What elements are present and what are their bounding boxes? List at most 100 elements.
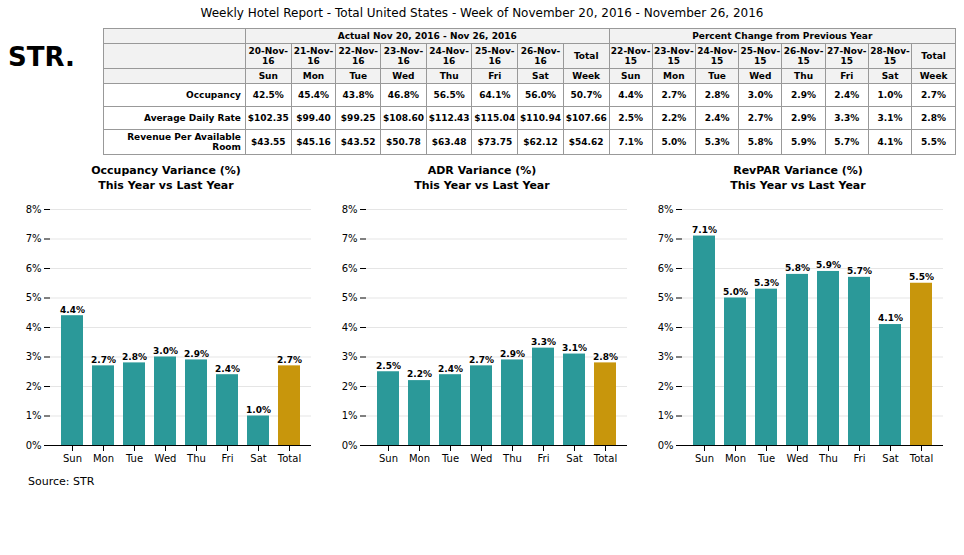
svg-text:3%: 3% bbox=[657, 351, 673, 362]
svg-text:7.1%: 7.1% bbox=[692, 225, 717, 235]
svg-text:2%: 2% bbox=[341, 381, 357, 392]
svg-text:8%: 8% bbox=[657, 204, 673, 215]
svg-text:Sun: Sun bbox=[62, 453, 81, 464]
html-text:24-Nov-15: 24-Nov-15 bbox=[697, 46, 737, 66]
svg-text:Fri: Fri bbox=[537, 453, 549, 464]
html-text:27-Nov-15: 27-Nov-15 bbox=[827, 46, 867, 66]
svg-text:1%: 1% bbox=[341, 410, 357, 421]
svg-text:2.7%: 2.7% bbox=[277, 355, 302, 365]
svg-text:1%: 1% bbox=[25, 410, 41, 421]
svg-text:5.8%: 5.8% bbox=[785, 263, 810, 273]
svg-text:2.4%: 2.4% bbox=[438, 364, 463, 374]
svg-text:Fri: Fri bbox=[853, 453, 865, 464]
svg-text:Mon: Mon bbox=[724, 453, 745, 464]
svg-text:4%: 4% bbox=[25, 322, 41, 333]
svg-text:4%: 4% bbox=[341, 322, 357, 333]
html-text:26-Nov-16: 26-Nov-16 bbox=[520, 46, 561, 66]
svg-text:Sat: Sat bbox=[566, 453, 582, 464]
svg-text:2%: 2% bbox=[25, 381, 41, 392]
html-text:This Year vs Last Year: This Year vs Last Year bbox=[730, 179, 866, 192]
html-text:Revenue Per Available Room: Revenue Per Available Room bbox=[127, 132, 241, 152]
svg-text:3%: 3% bbox=[25, 351, 41, 362]
svg-text:7%: 7% bbox=[657, 233, 673, 244]
svg-text:Total: Total bbox=[276, 453, 300, 464]
svg-text:5.9%: 5.9% bbox=[816, 260, 841, 270]
svg-text:Total: Total bbox=[592, 453, 616, 464]
svg-text:0%: 0% bbox=[25, 440, 41, 451]
html-text:This Year vs Last Year: This Year vs Last Year bbox=[414, 179, 550, 192]
svg-text:Sun: Sun bbox=[378, 453, 397, 464]
svg-text:2.8%: 2.8% bbox=[122, 352, 147, 362]
svg-text:Fri: Fri bbox=[221, 453, 233, 464]
html-text:21-Nov-16: 21-Nov-16 bbox=[293, 46, 334, 66]
svg-text:3.0%: 3.0% bbox=[153, 346, 178, 356]
svg-text:7%: 7% bbox=[25, 233, 41, 244]
svg-text:Total: Total bbox=[908, 453, 932, 464]
svg-text:2.4%: 2.4% bbox=[215, 364, 240, 374]
svg-text:2.9%: 2.9% bbox=[184, 349, 209, 359]
svg-text:8%: 8% bbox=[25, 204, 41, 215]
svg-text:Thu: Thu bbox=[818, 453, 838, 464]
html-text:28-Nov-15: 28-Nov-15 bbox=[870, 46, 910, 66]
html-text:25-Nov-16: 25-Nov-16 bbox=[475, 46, 515, 66]
svg-text:1%: 1% bbox=[657, 410, 673, 421]
svg-text:4.1%: 4.1% bbox=[878, 313, 903, 323]
svg-text:2.8%: 2.8% bbox=[593, 352, 618, 362]
html-text:Weekly Hotel Report - Total Un: Weekly Hotel Report - Total United State… bbox=[200, 6, 764, 20]
svg-text:5%: 5% bbox=[25, 292, 41, 303]
html-text:25-Nov-15: 25-Nov-15 bbox=[740, 46, 781, 66]
svg-text:1.0%: 1.0% bbox=[246, 405, 271, 415]
svg-text:Mon: Mon bbox=[92, 453, 113, 464]
html-text:STR.: STR. bbox=[8, 42, 75, 72]
html-text:Source: STR: Source: STR bbox=[28, 475, 95, 488]
svg-text:2%: 2% bbox=[657, 381, 673, 392]
html-text:Actual Nov 20, 2016 - Nov 26,: Actual Nov 20, 2016 - Nov 26, 2016 bbox=[337, 31, 517, 41]
html-text:22-Nov-15: 22-Nov-15 bbox=[610, 46, 651, 66]
html-text:23-Nov-16: 23-Nov-16 bbox=[383, 46, 424, 66]
svg-text:5.0%: 5.0% bbox=[723, 287, 748, 297]
svg-text:2.7%: 2.7% bbox=[91, 355, 116, 365]
svg-text:5.3%: 5.3% bbox=[754, 278, 779, 288]
svg-text:Thu: Thu bbox=[502, 453, 522, 464]
svg-text:Thu: Thu bbox=[186, 453, 206, 464]
svg-text:2.9%: 2.9% bbox=[500, 349, 525, 359]
svg-text:Wed: Wed bbox=[470, 453, 492, 464]
svg-text:Sat: Sat bbox=[882, 453, 898, 464]
html-text:Occupancy Variance (%): Occupancy Variance (%) bbox=[91, 164, 241, 177]
svg-text:Mon: Mon bbox=[408, 453, 429, 464]
svg-text:0%: 0% bbox=[657, 440, 673, 451]
svg-text:6%: 6% bbox=[341, 263, 357, 274]
svg-text:5%: 5% bbox=[657, 292, 673, 303]
svg-text:2.2%: 2.2% bbox=[407, 369, 432, 379]
html-text:24-Nov-16: 24-Nov-16 bbox=[429, 46, 469, 66]
svg-text:6%: 6% bbox=[25, 263, 41, 274]
svg-text:Wed: Wed bbox=[786, 453, 808, 464]
svg-text:Tue: Tue bbox=[124, 453, 142, 464]
svg-text:4.4%: 4.4% bbox=[60, 305, 85, 315]
html-text:23-Nov-15: 23-Nov-15 bbox=[654, 46, 694, 66]
svg-text:3.1%: 3.1% bbox=[562, 343, 587, 353]
html-text:ADR Variance (%): ADR Variance (%) bbox=[427, 164, 537, 177]
html-text:RevPAR Variance (%): RevPAR Variance (%) bbox=[733, 164, 863, 177]
svg-text:Tue: Tue bbox=[756, 453, 774, 464]
svg-text:8%: 8% bbox=[341, 204, 357, 215]
svg-text:5%: 5% bbox=[341, 292, 357, 303]
html-text:22-Nov-16: 22-Nov-16 bbox=[338, 46, 378, 66]
svg-text:Sun: Sun bbox=[694, 453, 713, 464]
svg-text:3%: 3% bbox=[341, 351, 357, 362]
svg-text:Sat: Sat bbox=[250, 453, 266, 464]
html-text:26-Nov-15: 26-Nov-15 bbox=[783, 46, 824, 66]
svg-text:7%: 7% bbox=[341, 233, 357, 244]
svg-text:Wed: Wed bbox=[154, 453, 176, 464]
svg-text:5.5%: 5.5% bbox=[909, 272, 934, 282]
svg-text:4%: 4% bbox=[657, 322, 673, 333]
html-text:This Year vs Last Year: This Year vs Last Year bbox=[98, 179, 234, 192]
html-text:20-Nov-16: 20-Nov-16 bbox=[248, 46, 289, 66]
svg-text:Tue: Tue bbox=[440, 453, 458, 464]
svg-text:0%: 0% bbox=[341, 440, 357, 451]
svg-text:3.3%: 3.3% bbox=[531, 337, 556, 347]
svg-text:2.7%: 2.7% bbox=[469, 355, 494, 365]
svg-text:6%: 6% bbox=[657, 263, 673, 274]
svg-text:2.5%: 2.5% bbox=[376, 361, 401, 371]
svg-text:5.7%: 5.7% bbox=[847, 266, 872, 276]
